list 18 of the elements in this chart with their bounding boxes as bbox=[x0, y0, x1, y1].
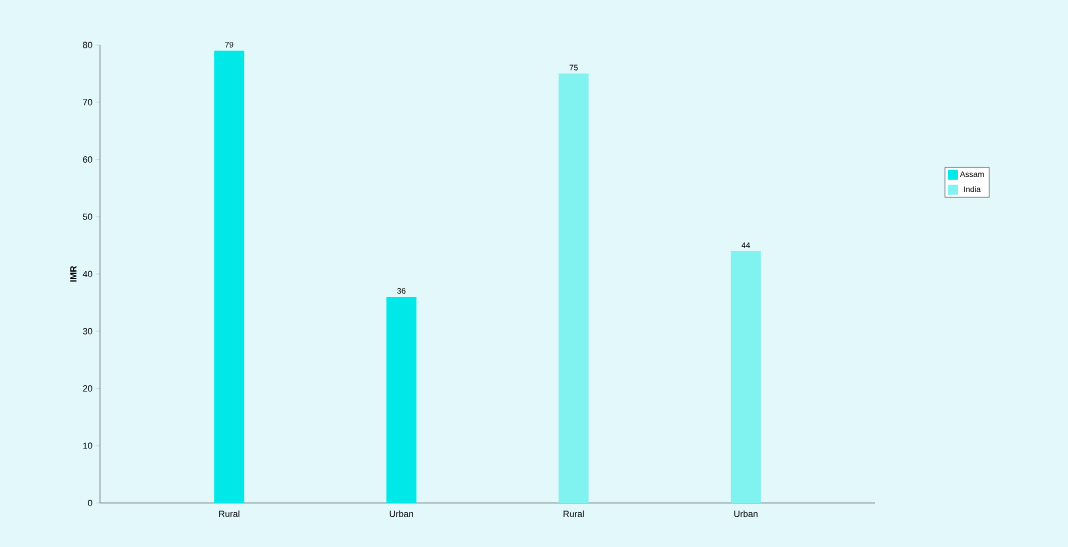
y-tick-label: 0 bbox=[87, 499, 93, 507]
y-tick-label: 60 bbox=[83, 156, 93, 163]
x-tick-label: Rural bbox=[219, 510, 240, 518]
y-tick-label: 50 bbox=[82, 213, 93, 220]
y-tick-label: 20 bbox=[83, 385, 93, 392]
x-tick-label: Rural bbox=[563, 510, 584, 518]
y-tick-label: 80 bbox=[82, 41, 93, 49]
y-tick-label: 30 bbox=[82, 328, 93, 335]
bar bbox=[730, 251, 761, 503]
bar bbox=[386, 296, 417, 503]
y-tick-label: 70 bbox=[83, 99, 93, 106]
x-tick-label: Urban bbox=[389, 510, 414, 518]
y-tick-label: 10 bbox=[83, 442, 93, 449]
bar bbox=[558, 73, 589, 503]
bar bbox=[214, 50, 245, 503]
y-tick-label: 40 bbox=[82, 270, 93, 278]
x-tick-label: Urban bbox=[734, 510, 758, 518]
y-axis-title: IMR bbox=[70, 265, 77, 282]
